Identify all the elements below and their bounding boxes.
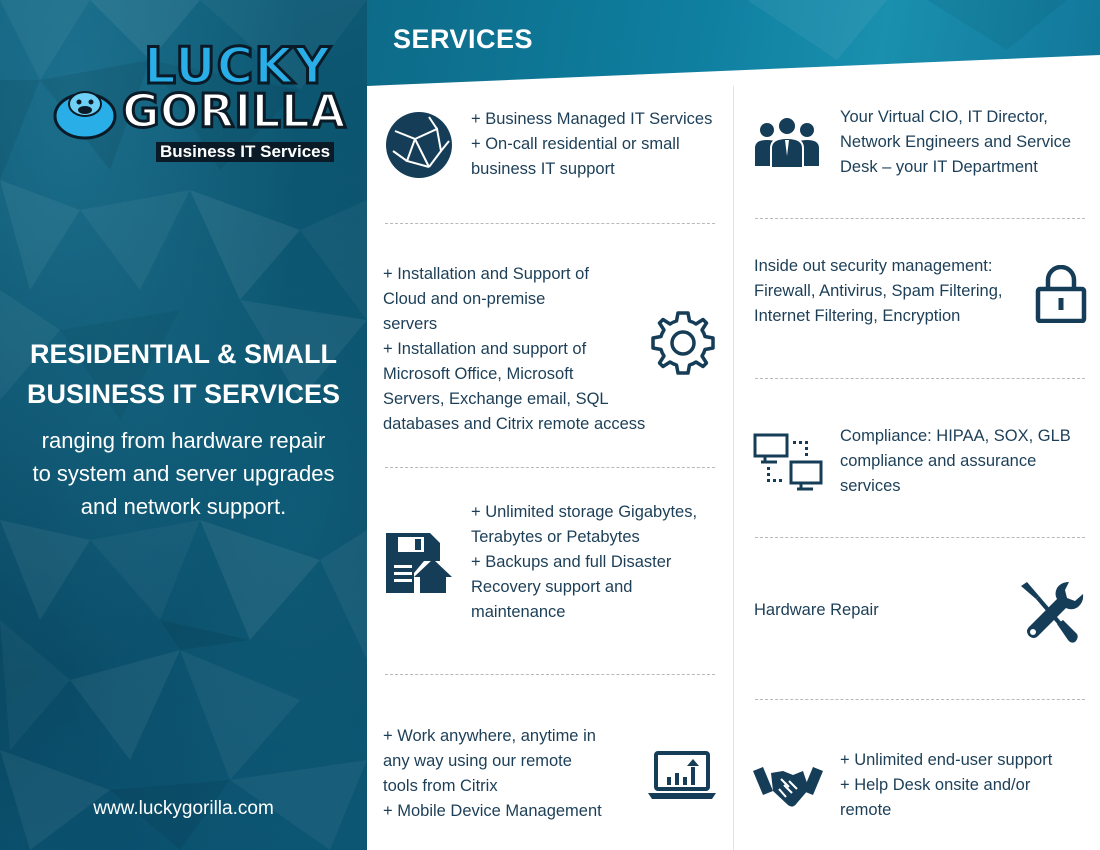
separator [755, 699, 1085, 700]
service-line: servers [383, 315, 438, 333]
laptop-chart-icon [648, 751, 716, 799]
globe-network-icon [386, 112, 452, 178]
service-it-department: Your Virtual CIO, IT Director, Network E… [840, 105, 1090, 180]
left-description-line: ranging from hardware repair [41, 428, 326, 453]
service-line: remote [840, 801, 892, 819]
padlock-icon [1035, 265, 1087, 323]
left-title-line: BUSINESS IT SERVICES [26, 379, 341, 409]
service-line: + Mobile Device Management [383, 802, 602, 820]
separator [755, 218, 1085, 219]
service-line: Cloud and on-premise [383, 290, 546, 308]
service-line: Microsoft Office, Microsoft [383, 365, 574, 383]
column-divider [733, 86, 734, 850]
service-line: tools from Citrix [383, 777, 498, 795]
service-line: + Installation and support of [383, 340, 587, 358]
connected-computers-icon [753, 433, 823, 491]
logo-tagline: Business IT Services [156, 142, 335, 162]
service-remote-work: + Work anywhere, anytime in any way usin… [383, 724, 643, 824]
service-line: + Work anywhere, anytime in [383, 727, 596, 745]
service-line: + Installation and Support of [383, 265, 589, 283]
service-line: Recovery support and [471, 578, 633, 596]
logo-word-gorilla-text: GORILLA [121, 83, 348, 140]
service-line: Your Virtual CIO, IT Director, [840, 108, 1048, 126]
service-line: compliance and assurance [840, 452, 1037, 470]
service-line: + Help Desk onsite and/or [840, 776, 1031, 794]
service-line: + Unlimited storage Gigabytes, [471, 503, 698, 521]
service-security: Inside out security management: Firewall… [754, 254, 1024, 329]
service-line: Hardware Repair [754, 601, 879, 619]
service-line: Firewall, Antivirus, Spam Filtering, [754, 282, 1003, 300]
separator [385, 223, 715, 224]
company-logo: LUCKY GORILLA Business IT Services [22, 37, 348, 165]
floppy-upload-icon [386, 533, 452, 593]
separator [755, 537, 1085, 538]
service-line: Terabytes or Petabytes [471, 528, 640, 546]
team-people-icon [755, 116, 819, 168]
service-line: any way using our remote [383, 752, 572, 770]
left-panel: LUCKY GORILLA Business IT Services RESID… [0, 0, 367, 850]
left-title-line: RESIDENTIAL & SMALL [29, 339, 337, 369]
gorilla-mascot-icon [53, 91, 117, 140]
separator [385, 674, 715, 675]
faceted-background [0, 0, 367, 850]
logo-word-gorilla: GORILLA [26, 80, 348, 141]
service-line: Network Engineers and Service [840, 133, 1072, 151]
service-line: Desk – your IT Department [840, 158, 1038, 176]
service-line: Inside out security management: [754, 257, 993, 275]
service-storage: + Unlimited storage Gigabytes, Terabytes… [471, 500, 726, 625]
service-line: + On-call residential or small [471, 135, 680, 153]
service-compliance: Compliance: HIPAA, SOX, GLB compliance a… [840, 424, 1090, 499]
service-line: databases and Citrix remote access [383, 415, 646, 433]
service-line: services [840, 477, 901, 495]
service-managed-it: + Business Managed IT Services + On-call… [471, 107, 726, 182]
left-description-line: to system and server upgrades [32, 461, 335, 486]
handshake-icon [753, 767, 823, 807]
logo-word-lucky: LUCKY [142, 37, 332, 95]
service-line: + Business Managed IT Services [471, 110, 713, 128]
service-line: maintenance [471, 603, 566, 621]
separator [385, 467, 715, 468]
service-line: + Backups and full Disaster [471, 553, 672, 571]
service-line: Servers, Exchange email, SQL [383, 390, 609, 408]
website-link[interactable]: www.luckygorilla.com [93, 798, 274, 819]
left-description-line: and network support. [80, 494, 287, 519]
service-help-desk: + Unlimited end-user support + Help Desk… [840, 748, 1090, 823]
header-diagonal [367, 0, 1100, 90]
service-installation: + Installation and Support of Cloud and … [383, 262, 673, 437]
service-line: Internet Filtering, Encryption [754, 307, 961, 325]
service-line: Compliance: HIPAA, SOX, GLB [840, 427, 1071, 445]
services-title: SERVICES [393, 24, 534, 54]
wrench-screwdriver-icon [1021, 582, 1084, 643]
service-line: business IT support [471, 160, 615, 178]
left-description: ranging from hardware repair to system a… [0, 424, 367, 523]
service-hardware-repair: Hardware Repair [754, 598, 994, 623]
gear-icon [651, 311, 715, 375]
left-title: RESIDENTIAL & SMALL BUSINESS IT SERVICES [0, 334, 367, 414]
separator [755, 378, 1085, 379]
service-line: + Unlimited end-user support [840, 751, 1053, 769]
